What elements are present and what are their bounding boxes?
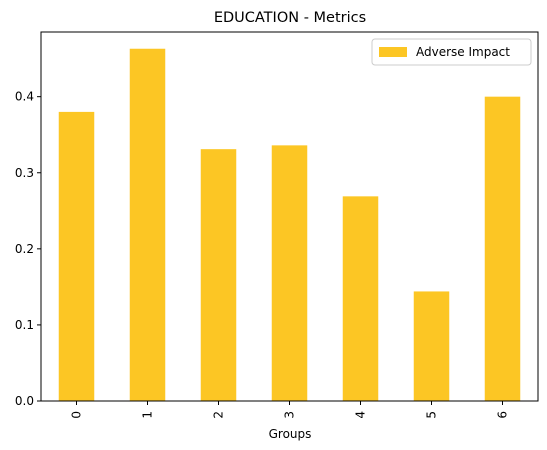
x-tick-label: 3 [283,411,297,419]
x-tick-label: 5 [425,411,439,419]
ticks-layer: 0.0 0.1 0.2 0.3 0.4 0 1 2 3 4 5 6 [15,90,510,419]
legend-box [371,38,532,66]
bar-1 [129,48,166,402]
chart-title: EDUCATION - Metrics [214,10,366,26]
x-tick-label: 6 [496,411,510,419]
y-tick-label: 0.1 [15,318,34,332]
bar-6 [484,96,521,402]
legend: Adverse Impact [371,38,532,66]
x-tick-label: 2 [212,411,226,419]
legend-label: Adverse Impact [416,45,510,59]
y-tick-label: 0.3 [15,166,34,180]
y-tick-label: 0.2 [15,242,34,256]
x-tick-label: 0 [70,411,84,419]
legend-swatch [379,47,407,57]
bars-layer [58,48,521,402]
bar-5 [413,291,450,401]
bar-4 [342,196,379,401]
x-axis-label: Groups [269,427,312,441]
y-tick-label: 0.0 [15,394,34,408]
bar-3 [271,145,308,401]
y-tick-label: 0.4 [15,90,34,104]
bar-0 [58,111,95,401]
bar-2 [200,149,237,401]
x-tick-label: 1 [141,411,155,419]
x-tick-label: 4 [354,411,368,419]
